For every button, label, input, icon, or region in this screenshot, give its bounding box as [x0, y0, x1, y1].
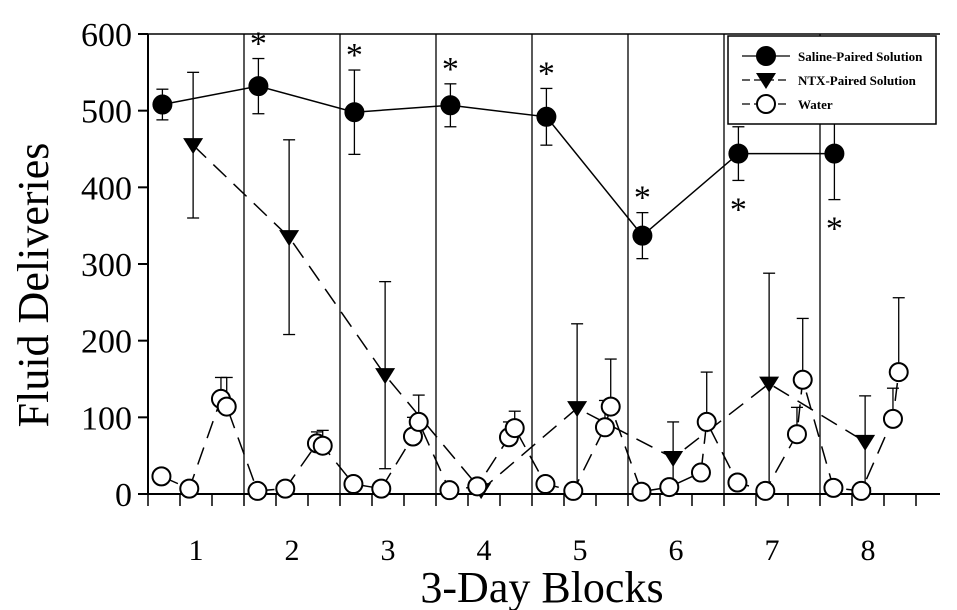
y-tick-label: 500 — [81, 94, 132, 131]
water-point — [696, 411, 717, 432]
y-tick-label: 100 — [81, 400, 132, 437]
water-point — [792, 369, 813, 390]
water-point — [851, 480, 872, 501]
y-tick-label: 400 — [81, 170, 132, 207]
ntx-point — [183, 138, 204, 155]
saline-point — [440, 95, 461, 116]
saline-point — [248, 76, 269, 97]
saline-point — [632, 225, 653, 246]
x-axis: 1 2 3 4 5 6 7 8 — [147, 493, 940, 567]
series-line-1 — [162, 85, 835, 237]
significance-asterisk: * — [730, 191, 747, 228]
y-tick-label: 0 — [115, 477, 132, 514]
saline-point — [728, 143, 749, 164]
ntx-point — [567, 401, 588, 418]
legend-label: Water — [798, 97, 833, 112]
water-point — [535, 474, 556, 495]
water-point — [594, 417, 615, 438]
significance-asterisk: * — [826, 211, 843, 248]
water-point — [216, 396, 237, 417]
legend: Saline-Paired Solution NTX-Paired Solutio… — [727, 35, 937, 125]
saline-point — [824, 143, 845, 164]
ntx-point — [759, 376, 780, 393]
water-point — [882, 408, 903, 429]
significance-markers: * * * * * * * — [250, 26, 843, 248]
x-axis-label: 3-Day Blocks — [420, 563, 663, 610]
legend-marker-saline — [756, 46, 776, 66]
significance-asterisk: * — [346, 37, 363, 74]
significance-asterisk: * — [634, 180, 651, 217]
block-dividers — [243, 34, 821, 494]
ntx-point — [279, 230, 300, 247]
series-line-2 — [192, 144, 866, 492]
water-point — [659, 477, 680, 498]
water-point — [727, 472, 748, 493]
ntx-point — [855, 434, 876, 451]
saline-point — [536, 106, 557, 127]
water-point — [786, 424, 807, 445]
x-tick-label: 2 — [285, 534, 300, 567]
ntx-point — [375, 368, 396, 385]
x-tick-label: 8 — [861, 534, 876, 567]
series-markers — [151, 76, 909, 502]
water-point — [600, 396, 621, 417]
saline-point — [152, 94, 173, 115]
x-tick-label: 7 — [765, 534, 780, 567]
water-point — [179, 478, 200, 499]
saline-point — [344, 102, 365, 123]
water-point — [631, 481, 652, 502]
water-point — [312, 435, 333, 456]
water-point — [563, 480, 584, 501]
legend-label: NTX-Paired Solution — [798, 73, 917, 88]
y-tick-label: 200 — [81, 324, 132, 361]
ntx-point — [663, 450, 684, 467]
water-point — [755, 480, 776, 501]
legend-marker-water — [756, 94, 776, 114]
legend-label: Saline-Paired Solution — [798, 49, 923, 64]
significance-asterisk: * — [538, 55, 555, 92]
significance-asterisk: * — [250, 26, 267, 63]
water-point — [467, 476, 488, 497]
significance-asterisk: * — [442, 51, 459, 88]
water-point — [343, 474, 364, 495]
x-tick-label: 4 — [477, 534, 492, 567]
legend-marker-ntx — [756, 73, 776, 89]
water-point — [690, 462, 711, 483]
water-point — [504, 418, 525, 439]
x-tick-label: 5 — [573, 534, 588, 567]
water-point — [275, 478, 296, 499]
water-point — [888, 362, 909, 383]
y-tick-label: 300 — [81, 247, 132, 284]
water-point — [247, 480, 268, 501]
water-point — [371, 478, 392, 499]
water-point — [408, 411, 429, 432]
y-axis: 0 100 200 300 400 500 600 — [81, 17, 149, 514]
x-tick-label: 1 — [189, 534, 204, 567]
x-tick-label: 6 — [669, 534, 684, 567]
y-axis-label: Fluid Deliveries — [9, 143, 58, 428]
y-tick-label: 600 — [81, 17, 132, 54]
water-point — [823, 477, 844, 498]
water-point — [439, 480, 460, 501]
water-point — [151, 466, 172, 487]
x-tick-label: 3 — [381, 534, 396, 567]
